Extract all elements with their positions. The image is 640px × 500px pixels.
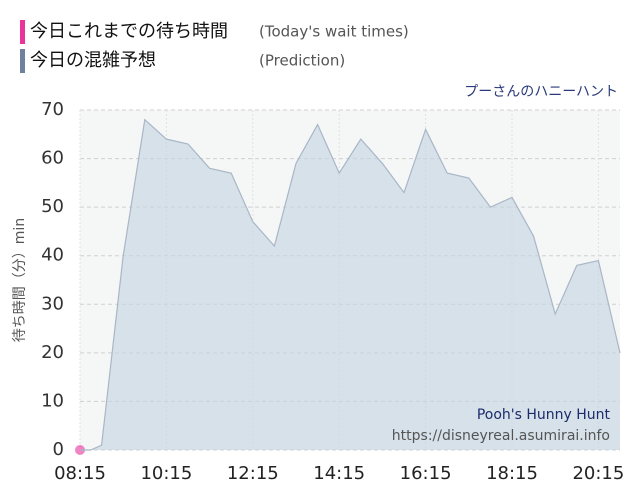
y-tick-label: 60: [41, 148, 64, 169]
x-tick-label: 08:15: [54, 463, 106, 484]
y-tick-label: 30: [41, 293, 64, 314]
y-tick-label: 40: [41, 245, 64, 266]
prediction-line: [80, 118, 621, 451]
legend-note: (Prediction): [259, 52, 345, 70]
y-tick-label: 70: [41, 99, 64, 120]
watermark-url: https://disneyreal.asumirai.info: [392, 428, 610, 444]
x-tick-label: 14:15: [313, 463, 365, 484]
x-tick-label: 18:15: [486, 463, 538, 484]
legend-name: 今日これまでの待ち時間: [30, 21, 228, 42]
x-tick-label: 20:15: [572, 463, 624, 484]
y-tick-label: 0: [53, 439, 64, 460]
y-tick-label: 50: [41, 196, 64, 217]
x-tick-label: 10:15: [140, 463, 192, 484]
legend-note: (Today's wait times): [259, 23, 409, 41]
x-tick-label: 16:15: [400, 463, 452, 484]
x-tick-label: 12:15: [227, 463, 279, 484]
y-axis-label: 待ち時間（分）min: [12, 218, 28, 342]
y-tick-label: 10: [41, 390, 64, 411]
y-tick-label: 20: [41, 342, 64, 363]
legend-swatch: [20, 49, 25, 73]
prediction-area: [80, 119, 620, 450]
watermark-title: Pooh's Hunny Hunt: [477, 407, 611, 423]
attraction-name: プーさんのハニーハント: [464, 84, 618, 100]
legend-name: 今日の混雑予想: [30, 50, 156, 71]
legend-swatch: [20, 20, 25, 44]
